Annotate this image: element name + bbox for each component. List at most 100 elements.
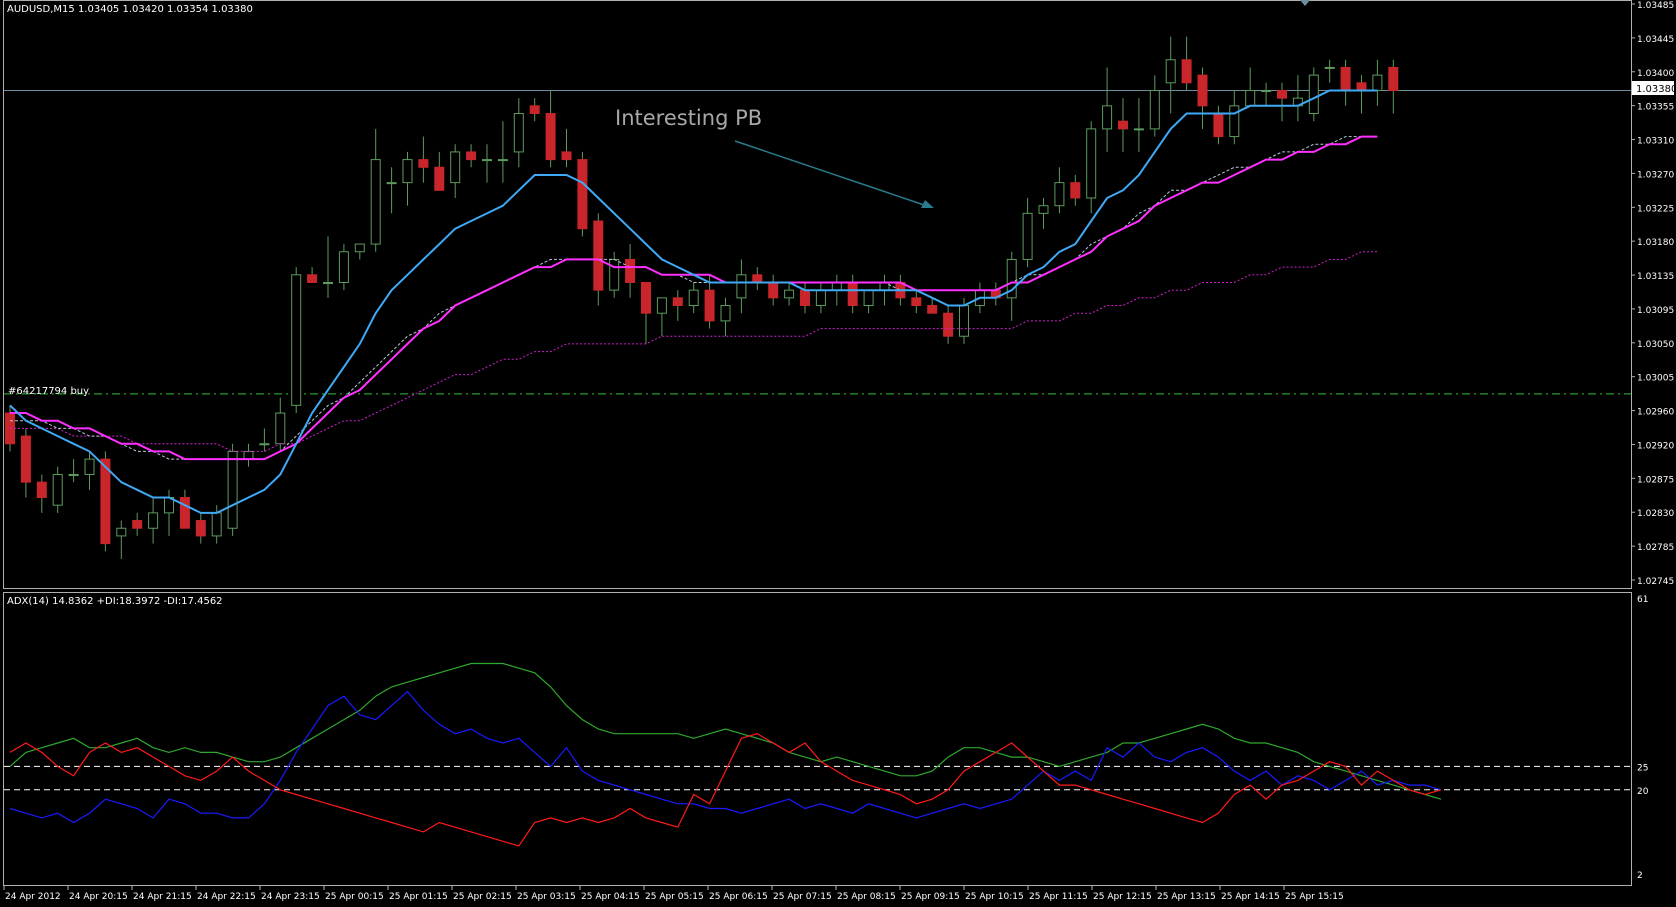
candle-body-bull	[513, 113, 524, 153]
candle-body-bear	[927, 305, 938, 314]
plus-di-line	[9, 690, 1442, 824]
candle	[704, 274, 715, 329]
price-axis-label: 1.02920	[1637, 441, 1674, 451]
candle-body-bear	[434, 166, 445, 191]
time-axis-label: 25 Apr 15:15	[1285, 892, 1344, 902]
candle-body-bull	[720, 305, 731, 322]
shift-marker-icon[interactable]	[1300, 0, 1310, 6]
candle	[1006, 251, 1017, 321]
candle	[1149, 75, 1160, 137]
candle-body-bear	[418, 159, 429, 168]
candle-body-bear	[768, 281, 779, 299]
adx-axis-label: 61	[1637, 595, 1648, 605]
candle	[418, 136, 429, 183]
price-axis-label: 1.02875	[1637, 475, 1674, 485]
time-axis-label: 25 Apr 12:15	[1093, 892, 1152, 902]
candle-body-bull	[1261, 89, 1272, 92]
price-axis-label: 1.03225	[1637, 204, 1674, 214]
candle-body-bear	[561, 151, 572, 161]
candle	[1118, 98, 1128, 152]
candle-body-bear	[132, 520, 143, 529]
candle-body-bull	[1165, 59, 1176, 84]
chart-title: AUDUSD,M15 1.03405 1.03420 1.03354 1.033…	[7, 4, 253, 15]
candle-body-bull	[211, 512, 222, 537]
time-axis-label: 24 Apr 21:15	[133, 892, 192, 902]
candle-body-bear	[1388, 66, 1399, 91]
candle	[195, 512, 206, 544]
current-price-tag-bg	[1632, 81, 1674, 95]
price-axis-label: 1.03095	[1637, 306, 1674, 316]
candle	[1133, 98, 1144, 152]
candle-body-bull	[1133, 128, 1144, 131]
price-axis-label: 1.03270	[1637, 170, 1674, 180]
candle	[561, 128, 572, 168]
candle-body-bull	[291, 274, 302, 406]
candle	[720, 297, 731, 337]
time-axis-label: 25 Apr 04:15	[581, 892, 640, 902]
candle-body-bear	[672, 297, 683, 307]
candle-body-bull	[402, 159, 413, 184]
candle-body-bull	[1372, 74, 1383, 91]
candle	[370, 128, 381, 252]
candle-body-bull	[259, 443, 270, 446]
candle	[927, 297, 938, 314]
candle	[625, 244, 636, 298]
price-axis-label: 1.03400	[1637, 69, 1674, 79]
candle-body-bull	[52, 473, 63, 506]
candle	[1229, 90, 1240, 145]
candle-body-bull	[1022, 212, 1033, 260]
time-axis-label: 25 Apr 00:15	[325, 892, 384, 902]
candle	[1197, 67, 1208, 129]
candle-body-bear	[529, 105, 540, 115]
annotation-arrow	[734, 140, 928, 207]
time-axis-label: 24 Apr 20:15	[69, 892, 128, 902]
adx-axis-label: 20	[1637, 787, 1649, 797]
candle-body-bull	[1006, 258, 1017, 299]
time-axis-label: 25 Apr 07:15	[773, 892, 832, 902]
candle	[227, 443, 238, 536]
candle-body-bull	[148, 512, 159, 529]
candle-body-bear	[1070, 182, 1081, 199]
candle-body-bear	[943, 312, 954, 337]
time-axis-label: 25 Apr 02:15	[453, 892, 512, 902]
candle	[1181, 36, 1192, 91]
candle	[1038, 198, 1049, 229]
minus-di-line	[9, 733, 1442, 847]
candle-body-bull	[863, 289, 874, 307]
candle-body-bear	[1181, 59, 1192, 84]
time-axis-label: 25 Apr 10:15	[965, 892, 1024, 902]
candle	[911, 290, 922, 314]
candle	[1261, 82, 1272, 106]
candle-body-bull	[959, 305, 969, 337]
candle	[20, 428, 31, 498]
candle	[1086, 121, 1097, 214]
candle	[259, 428, 270, 452]
candle	[577, 151, 588, 237]
candle-body-bear	[752, 274, 763, 283]
candle-body-bull	[450, 151, 461, 184]
candle-body-bull	[1038, 205, 1049, 214]
candle-body-bull	[1308, 74, 1319, 115]
candle-body-bull	[1102, 105, 1113, 130]
candle-body-bull	[784, 289, 795, 299]
time-axis-label: 24 Apr 23:15	[261, 892, 320, 902]
candle-body-bear	[195, 520, 206, 537]
candle	[1324, 59, 1335, 83]
candle	[132, 512, 143, 536]
candle	[943, 305, 954, 344]
main-panel-frame	[3, 0, 1632, 589]
candle	[68, 459, 79, 483]
price-axis-label: 1.03005	[1637, 374, 1674, 384]
adx-line	[9, 662, 1442, 800]
candle	[497, 121, 508, 183]
candle	[354, 243, 365, 260]
candle	[466, 144, 477, 168]
candle-body-bear	[20, 435, 31, 483]
annotation-text: Interesting PB	[615, 106, 762, 130]
candle-body-bull	[243, 450, 254, 460]
candle-body-bear	[466, 151, 477, 161]
candle-body-bull	[227, 450, 238, 529]
adx-panel-frame	[3, 592, 1632, 886]
